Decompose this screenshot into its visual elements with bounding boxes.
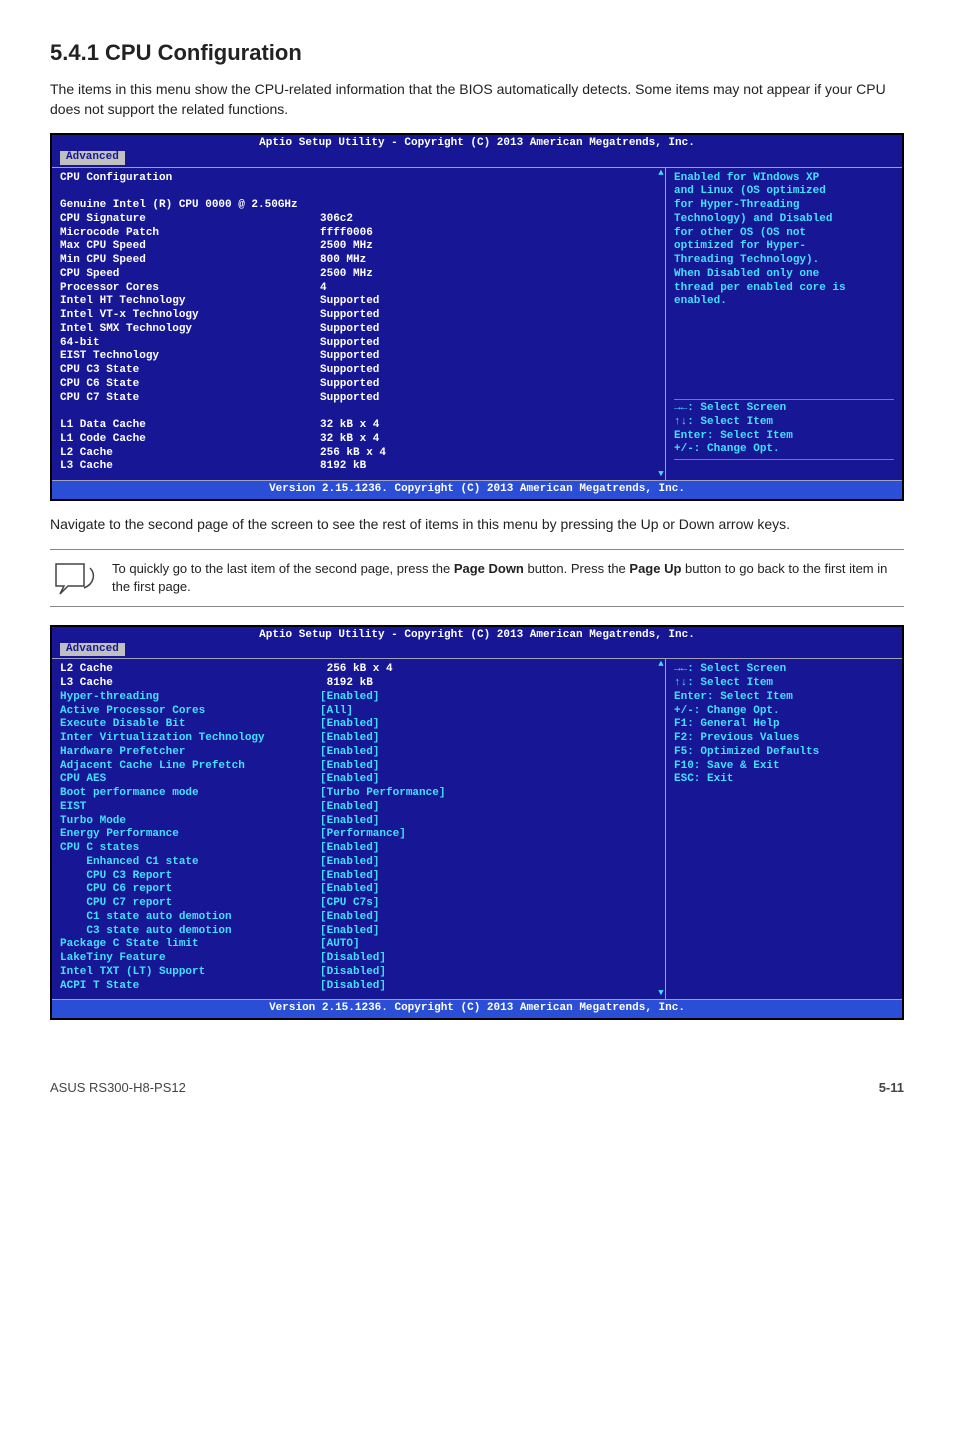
bios-row: Genuine Intel (R) CPU 0000 @ 2.50GHz xyxy=(60,199,657,213)
mid-text: Navigate to the second page of the scree… xyxy=(50,515,904,535)
bios-row: L1 Data Cache32 kB x 4 xyxy=(60,419,657,433)
bios-row: CPU Speed2500 MHz xyxy=(60,268,657,282)
bios-version-footer-2: Version 2.15.1236. Copyright (C) 2013 Am… xyxy=(52,999,902,1018)
bios-help-pane: Enabled for WIndows XPand Linux (OS opti… xyxy=(666,168,902,481)
bios-row: CPU C3 StateSupported xyxy=(60,364,657,378)
footer-left: ASUS RS300-H8-PS12 xyxy=(50,1080,186,1095)
bios-row: CPU Signature306c2 xyxy=(60,213,657,227)
bios-row: CPU Configuration xyxy=(60,172,657,186)
section-heading: 5.4.1 CPU Configuration xyxy=(50,40,904,66)
bios-setting-row[interactable]: Boot performance mode[Turbo Performance] xyxy=(60,787,657,801)
bios-title-2: Aptio Setup Utility - Copyright (C) 2013… xyxy=(52,627,902,643)
help-line: for Hyper-Threading xyxy=(674,199,894,213)
bios-setting-row[interactable]: CPU C3 Report[Enabled] xyxy=(60,870,657,884)
help-line: thread per enabled core is xyxy=(674,282,894,296)
bios-row: Min CPU Speed800 MHz xyxy=(60,254,657,268)
note-box: To quickly go to the last item of the se… xyxy=(50,549,904,607)
scroll-arrows: ▲▼ xyxy=(656,168,666,481)
bios-version-footer: Version 2.15.1236. Copyright (C) 2013 Am… xyxy=(52,480,902,499)
bios-setting-row[interactable]: Active Processor Cores[All] xyxy=(60,705,657,719)
nav-line: F10: Save & Exit xyxy=(674,760,894,774)
bios-setting-row[interactable]: CPU C7 report[CPU C7s] xyxy=(60,897,657,911)
bios-setting-row[interactable]: EIST[Enabled] xyxy=(60,801,657,815)
bios-help-pane-2: →←: Select Screen↑↓: Select ItemEnter: S… xyxy=(666,659,902,999)
bios-setting-row[interactable]: CPU AES[Enabled] xyxy=(60,773,657,787)
bios-setting-row[interactable]: CPU C6 report[Enabled] xyxy=(60,883,657,897)
tab-advanced-2[interactable]: Advanced xyxy=(60,643,125,657)
help-line: for other OS (OS not xyxy=(674,227,894,241)
bios-setting-row[interactable]: Adjacent Cache Line Prefetch[Enabled] xyxy=(60,760,657,774)
note-icon xyxy=(54,560,98,596)
nav-line: →←: Select Screen xyxy=(674,663,894,677)
help-line: and Linux (OS optimized xyxy=(674,185,894,199)
page-footer: ASUS RS300-H8-PS12 5-11 xyxy=(50,1080,904,1095)
note-text: To quickly go to the last item of the se… xyxy=(112,560,900,596)
nav-line: +/-: Change Opt. xyxy=(674,443,894,457)
bios-row: Microcode Patchffff0006 xyxy=(60,227,657,241)
help-line: Technology) and Disabled xyxy=(674,213,894,227)
bios-row xyxy=(60,405,657,419)
bios-setting-row[interactable]: Enhanced C1 state[Enabled] xyxy=(60,856,657,870)
bios-left-pane: ▲▼ CPU Configuration Genuine Intel (R) C… xyxy=(52,168,666,481)
bios-row: Processor Cores4 xyxy=(60,282,657,296)
bios-setting-row[interactable]: Energy Performance[Performance] xyxy=(60,828,657,842)
bios-setting-row[interactable]: Intel TXT (LT) Support[Disabled] xyxy=(60,966,657,980)
bios-row: CPU C7 StateSupported xyxy=(60,392,657,406)
bios-left-pane-2: ▲▼ L2 Cache 256 kB x 4L3 Cache 8192 kBHy… xyxy=(52,659,666,999)
bios-row: Intel SMX TechnologySupported xyxy=(60,323,657,337)
bios-setting-row[interactable]: LakeTiny Feature[Disabled] xyxy=(60,952,657,966)
nav-line: F2: Previous Values xyxy=(674,732,894,746)
bios-setting-row[interactable]: Hyper-threading[Enabled] xyxy=(60,691,657,705)
bios-row xyxy=(60,185,657,199)
bios-row: L1 Code Cache32 kB x 4 xyxy=(60,433,657,447)
nav-line: Enter: Select Item xyxy=(674,691,894,705)
tab-advanced[interactable]: Advanced xyxy=(60,151,125,165)
nav-line: F5: Optimized Defaults xyxy=(674,746,894,760)
nav-line: F1: General Help xyxy=(674,718,894,732)
bios-setting-row[interactable]: C3 state auto demotion[Enabled] xyxy=(60,925,657,939)
bios-setting-row[interactable]: Inter Virtualization Technology[Enabled] xyxy=(60,732,657,746)
bios-row: EIST TechnologySupported xyxy=(60,350,657,364)
bios-setting-row[interactable]: CPU C states[Enabled] xyxy=(60,842,657,856)
bios-row: Intel HT TechnologySupported xyxy=(60,295,657,309)
bios-setting-row[interactable]: Execute Disable Bit[Enabled] xyxy=(60,718,657,732)
bios-row: L2 Cache256 kB x 4 xyxy=(60,447,657,461)
help-line: Threading Technology). xyxy=(674,254,894,268)
bios-setting-row[interactable]: C1 state auto demotion[Enabled] xyxy=(60,911,657,925)
bios-tabrow-2: Advanced xyxy=(52,643,902,659)
bios-row: Intel VT-x TechnologySupported xyxy=(60,309,657,323)
nav-line: ESC: Exit xyxy=(674,773,894,787)
help-line: enabled. xyxy=(674,295,894,309)
scroll-arrows-2: ▲▼ xyxy=(656,659,666,999)
nav-line: Enter: Select Item xyxy=(674,430,894,444)
bios-row: L3 Cache 8192 kB xyxy=(60,677,657,691)
nav-line: ↑↓: Select Item xyxy=(674,416,894,430)
bios-setting-row[interactable]: Hardware Prefetcher[Enabled] xyxy=(60,746,657,760)
help-line: Enabled for WIndows XP xyxy=(674,172,894,186)
nav-line: ↑↓: Select Item xyxy=(674,677,894,691)
bios-row: L3 Cache8192 kB xyxy=(60,460,657,474)
bios-row: L2 Cache 256 kB x 4 xyxy=(60,663,657,677)
bios-tabrow: Advanced xyxy=(52,151,902,167)
bios-row: CPU C6 StateSupported xyxy=(60,378,657,392)
bios-title: Aptio Setup Utility - Copyright (C) 2013… xyxy=(52,135,902,151)
bios-setting-row[interactable]: Package C State limit[AUTO] xyxy=(60,938,657,952)
nav-line: →←: Select Screen xyxy=(674,402,894,416)
bios-panel-2: Aptio Setup Utility - Copyright (C) 2013… xyxy=(50,625,904,1020)
bios-panel-1: Aptio Setup Utility - Copyright (C) 2013… xyxy=(50,133,904,501)
bios-row: Max CPU Speed2500 MHz xyxy=(60,240,657,254)
help-line: When Disabled only one xyxy=(674,268,894,282)
nav-line: +/-: Change Opt. xyxy=(674,705,894,719)
bios-setting-row[interactable]: ACPI T State[Disabled] xyxy=(60,980,657,994)
footer-right: 5-11 xyxy=(879,1080,904,1095)
bios-setting-row[interactable]: Turbo Mode[Enabled] xyxy=(60,815,657,829)
bios-row: 64-bitSupported xyxy=(60,337,657,351)
help-line: optimized for Hyper- xyxy=(674,240,894,254)
intro-text: The items in this menu show the CPU-rela… xyxy=(50,80,904,119)
